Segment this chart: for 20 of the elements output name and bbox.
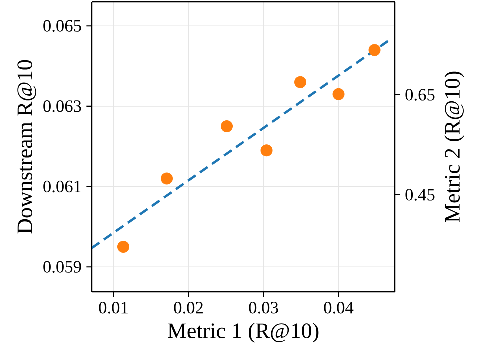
point: [368, 44, 381, 56]
y-tick-label: 0.063: [44, 100, 82, 112]
y-tick-label: 0.065: [44, 20, 82, 32]
y2-tick-label: 0.65: [406, 89, 435, 101]
y-tick-label: 0.059: [44, 261, 82, 273]
point: [294, 76, 307, 88]
x-tick-label: 0.04: [324, 302, 354, 314]
point: [118, 241, 130, 254]
point: [260, 144, 273, 157]
x-tick-label: 0.03: [249, 302, 278, 314]
x-tick-label: 0.01: [99, 302, 128, 314]
point: [221, 120, 234, 133]
point: [161, 172, 174, 185]
y2-tick-label: 0.45: [406, 189, 435, 201]
point: [332, 88, 345, 100]
y-axis-title: Downstream R@10: [18, 60, 36, 234]
y-tick-label: 0.061: [44, 180, 81, 193]
y2-axis-title: Metric 2 (R@10): [444, 72, 464, 222]
x-tick-label: 0.02: [174, 302, 203, 314]
x-axis-title: Metric 1 (R@10): [168, 322, 319, 343]
